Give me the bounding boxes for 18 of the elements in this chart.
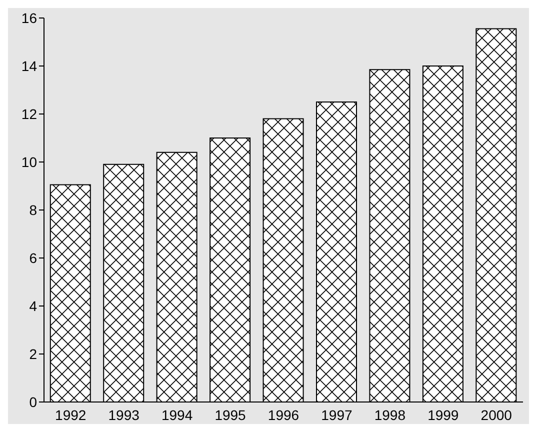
x-tick-label: 1998 bbox=[374, 406, 406, 423]
x-tick-label: 1994 bbox=[161, 406, 193, 423]
y-tick-label: 16 bbox=[21, 10, 38, 26]
y-tick-label: 8 bbox=[29, 202, 38, 218]
y-tick-label: 0 bbox=[29, 394, 38, 410]
x-tick-label: 1992 bbox=[55, 406, 86, 423]
x-tick-label: 1997 bbox=[321, 406, 353, 423]
y-tick-label: 6 bbox=[29, 250, 38, 266]
x-tick-label: 1993 bbox=[108, 406, 140, 423]
x-tick-label: 2000 bbox=[480, 406, 512, 423]
y-tick-label: 10 bbox=[21, 154, 38, 170]
y-tick-label: 4 bbox=[29, 298, 38, 314]
x-tick-label: 1996 bbox=[268, 406, 300, 423]
x-tick-label: 1999 bbox=[428, 406, 459, 423]
y-tick-label: 14 bbox=[21, 58, 38, 74]
x-tick-label: 1995 bbox=[214, 406, 246, 423]
y-tick-label: 12 bbox=[21, 106, 38, 122]
y-tick-label: 2 bbox=[29, 346, 38, 362]
